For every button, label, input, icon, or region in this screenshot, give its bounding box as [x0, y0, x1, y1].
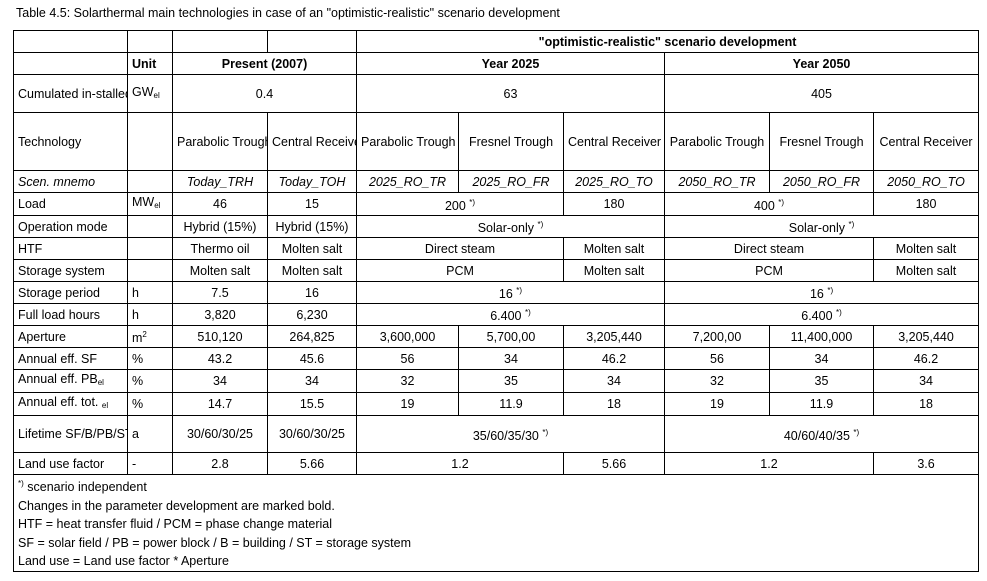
table-caption: Table 4.5: Solarthermal main technologie… — [16, 6, 560, 20]
present-header: Present (2007) — [172, 52, 357, 75]
note-scenario-independent: *) scenario independent — [18, 479, 147, 494]
row-label: Annual eff. SF — [13, 347, 128, 370]
row-technology: Technology Parabolic Trough "Andasol 1" … — [13, 112, 980, 171]
note-land-use: Land use = Land use factor * Aperture — [18, 554, 229, 568]
unit-cell: % — [127, 347, 173, 370]
row-land-use: Land use factor - 2.8 5.66 1.2 5.66 1.2 … — [13, 452, 980, 475]
row-htf: HTF Thermo oil Molten salt Direct steam … — [13, 237, 980, 260]
row-eff-sf: Annual eff. SF % 43.2 45.6 56 34 46.2 56… — [13, 347, 980, 370]
row-mnemo: Scen. mnemo Today_TRH Today_TOH 2025_RO_… — [13, 170, 980, 193]
unit-cell: MWel — [127, 192, 173, 216]
row-full-load-hours: Full load hours h 3,820 6,230 6.400 *) 6… — [13, 303, 980, 326]
row-eff-pb: Annual eff. PBel % 34 34 32 35 34 32 35 … — [13, 369, 980, 393]
notes-row: *) scenario independent Changes in the p… — [12, 474, 980, 572]
solarthermal-technologies-table: "optimistic-realistic" scenario developm… — [12, 30, 980, 572]
row-storage-period: Storage period h 7.5 16 16 *) 16 *) — [13, 281, 980, 304]
unit-header: Unit — [127, 52, 173, 75]
unit-cell: % — [127, 392, 173, 416]
row-label: Annual eff. PBel — [13, 369, 128, 393]
row-aperture: Aperture m2 510,120 264,825 3,600,000 5,… — [13, 325, 980, 348]
row-label: Technology — [13, 112, 128, 171]
row-label: HTF — [13, 237, 128, 260]
table-notes: *) scenario independent Changes in the p… — [12, 474, 980, 572]
scenario-title: "optimistic-realistic" scenario developm… — [355, 30, 980, 53]
row-label: Aperture — [13, 325, 128, 348]
row-label: Load — [13, 192, 128, 216]
row-label: Storage period — [13, 281, 128, 304]
row-label: Operation mode — [13, 215, 128, 238]
year2050-header: Year 2050 — [663, 52, 980, 75]
row-eff-tot: Annual eff. tot. el % 14.7 15.5 19 11.9 … — [13, 392, 980, 416]
note-bold: Changes in the parameter development are… — [18, 498, 335, 513]
unit-cell: h — [127, 303, 173, 326]
unit-cell: - — [127, 452, 173, 475]
unit-cell: % — [127, 369, 173, 393]
note-sf: SF = solar field / PB = power block / B … — [18, 535, 412, 550]
unit-cell: a — [127, 415, 173, 453]
row-storage-system: Storage system Molten salt Molten salt P… — [13, 259, 980, 282]
row-cumulated: Cumulated in-stalled capacity GWel 0.4 6… — [13, 74, 980, 113]
row-lifetime: Lifetime SF/B/PB/ST a 30/60/30/25 30/60/… — [13, 415, 980, 453]
unit-cell: GWel — [127, 74, 173, 113]
row-load: Load MWel 46 15 200 *) 180 400 *) 180 — [13, 192, 980, 216]
row-label: Lifetime SF/B/PB/ST — [13, 415, 128, 453]
note-htf: HTF = heat transfer fluid / PCM = phase … — [18, 517, 333, 531]
row-label: Scen. mnemo — [13, 170, 128, 193]
row-operation-mode: Operation mode Hybrid (15%) Hybrid (15%)… — [13, 215, 980, 238]
year2025-header: Year 2025 — [356, 52, 665, 75]
row-label: Full load hours — [13, 303, 128, 326]
header-row-scenario: "optimistic-realistic" scenario developm… — [13, 30, 980, 53]
row-label: Cumulated in-stalled capacity — [13, 74, 128, 113]
row-label: Land use factor — [13, 452, 128, 475]
row-label: Storage system — [13, 259, 128, 282]
unit-cell: m2 — [127, 325, 173, 348]
unit-cell: h — [127, 281, 173, 304]
header-row-years: Unit Present (2007) Year 2025 Year 2050 — [13, 52, 980, 75]
row-label: Annual eff. tot. el — [13, 392, 128, 416]
